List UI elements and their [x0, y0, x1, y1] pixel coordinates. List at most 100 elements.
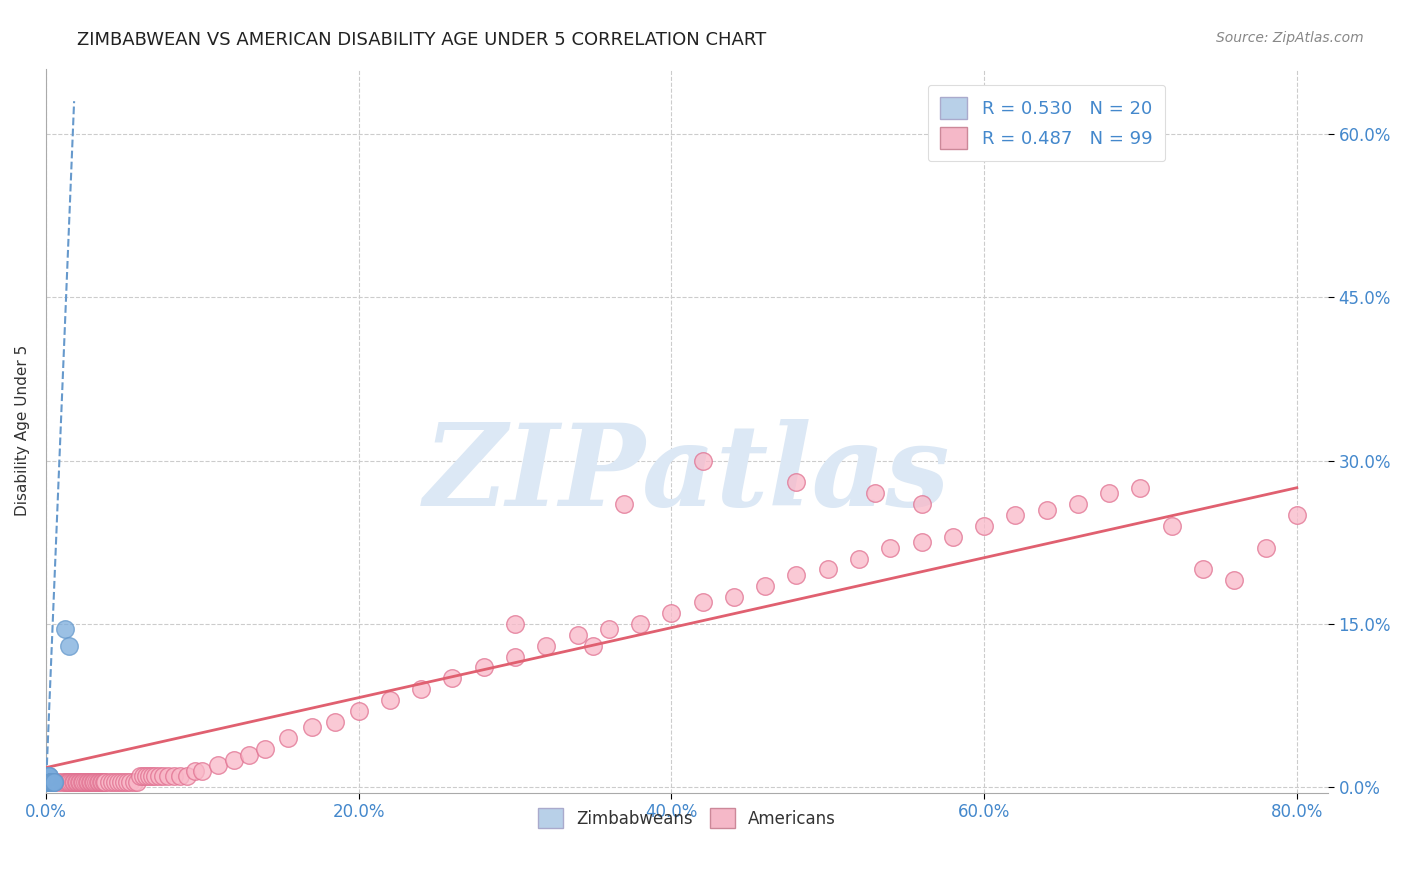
- Point: [503, 616, 526, 631]
- Point: [58, 639, 80, 653]
- Point: [582, 639, 605, 653]
- Point: [89, 774, 111, 789]
- Point: [37, 774, 59, 789]
- Point: [1004, 508, 1026, 522]
- Point: [69, 774, 91, 789]
- Point: [879, 541, 901, 555]
- Point: [661, 606, 683, 620]
- Point: [70, 774, 93, 789]
- Point: [567, 628, 589, 642]
- Point: [942, 530, 965, 544]
- Point: [176, 769, 198, 783]
- Point: [472, 660, 495, 674]
- Point: [503, 649, 526, 664]
- Point: [628, 616, 651, 631]
- Point: [238, 747, 260, 762]
- Point: [110, 774, 132, 789]
- Point: [38, 769, 60, 783]
- Point: [107, 774, 129, 789]
- Point: [692, 595, 714, 609]
- Point: [65, 774, 87, 789]
- Point: [38, 769, 60, 783]
- Point: [39, 774, 62, 789]
- Point: [94, 774, 117, 789]
- Point: [55, 774, 77, 789]
- Point: [38, 774, 60, 789]
- Point: [104, 774, 127, 789]
- Point: [38, 774, 60, 789]
- Point: [1223, 574, 1246, 588]
- Point: [80, 774, 103, 789]
- Point: [67, 774, 90, 789]
- Point: [39, 774, 62, 789]
- Point: [93, 774, 115, 789]
- Point: [598, 623, 620, 637]
- Point: [1285, 508, 1308, 522]
- Point: [411, 682, 433, 697]
- Point: [37, 774, 59, 789]
- Point: [148, 769, 170, 783]
- Point: [86, 774, 108, 789]
- Point: [79, 774, 101, 789]
- Point: [42, 774, 65, 789]
- Point: [785, 475, 807, 490]
- Point: [42, 774, 65, 789]
- Point: [301, 720, 323, 734]
- Point: [58, 774, 80, 789]
- Point: [84, 774, 107, 789]
- Point: [39, 774, 62, 789]
- Point: [117, 774, 139, 789]
- Point: [973, 519, 995, 533]
- Point: [163, 769, 186, 783]
- Point: [128, 769, 150, 783]
- Point: [613, 497, 636, 511]
- Point: [39, 774, 62, 789]
- Point: [910, 497, 932, 511]
- Point: [72, 774, 94, 789]
- Point: [42, 774, 65, 789]
- Legend: Zimbabweans, Americans: Zimbabweans, Americans: [531, 801, 842, 835]
- Point: [125, 774, 148, 789]
- Point: [63, 774, 86, 789]
- Point: [536, 639, 558, 653]
- Point: [56, 774, 79, 789]
- Point: [48, 774, 70, 789]
- Point: [183, 764, 205, 778]
- Point: [723, 590, 745, 604]
- Point: [222, 753, 245, 767]
- Point: [51, 774, 73, 789]
- Point: [122, 774, 145, 789]
- Point: [910, 535, 932, 549]
- Point: [135, 769, 157, 783]
- Point: [1254, 541, 1277, 555]
- Point: [112, 774, 135, 789]
- Point: [38, 774, 60, 789]
- Point: [41, 774, 63, 789]
- Point: [66, 774, 89, 789]
- Point: [1129, 481, 1152, 495]
- Text: ZIPatlas: ZIPatlas: [423, 418, 950, 530]
- Point: [785, 567, 807, 582]
- Point: [817, 562, 839, 576]
- Point: [83, 774, 105, 789]
- Point: [62, 774, 84, 789]
- Y-axis label: Disability Age Under 5: Disability Age Under 5: [15, 345, 30, 516]
- Point: [207, 758, 229, 772]
- Point: [191, 764, 214, 778]
- Point: [277, 731, 299, 746]
- Point: [77, 774, 100, 789]
- Point: [347, 704, 370, 718]
- Point: [323, 714, 346, 729]
- Point: [90, 774, 112, 789]
- Point: [41, 774, 63, 789]
- Point: [1192, 562, 1215, 576]
- Text: ZIMBABWEAN VS AMERICAN DISABILITY AGE UNDER 5 CORRELATION CHART: ZIMBABWEAN VS AMERICAN DISABILITY AGE UN…: [77, 31, 766, 49]
- Point: [1160, 519, 1182, 533]
- Point: [39, 774, 62, 789]
- Point: [848, 551, 870, 566]
- Point: [169, 769, 191, 783]
- Point: [120, 774, 142, 789]
- Text: Source: ZipAtlas.com: Source: ZipAtlas.com: [1216, 31, 1364, 45]
- Point: [59, 774, 82, 789]
- Point: [1035, 502, 1057, 516]
